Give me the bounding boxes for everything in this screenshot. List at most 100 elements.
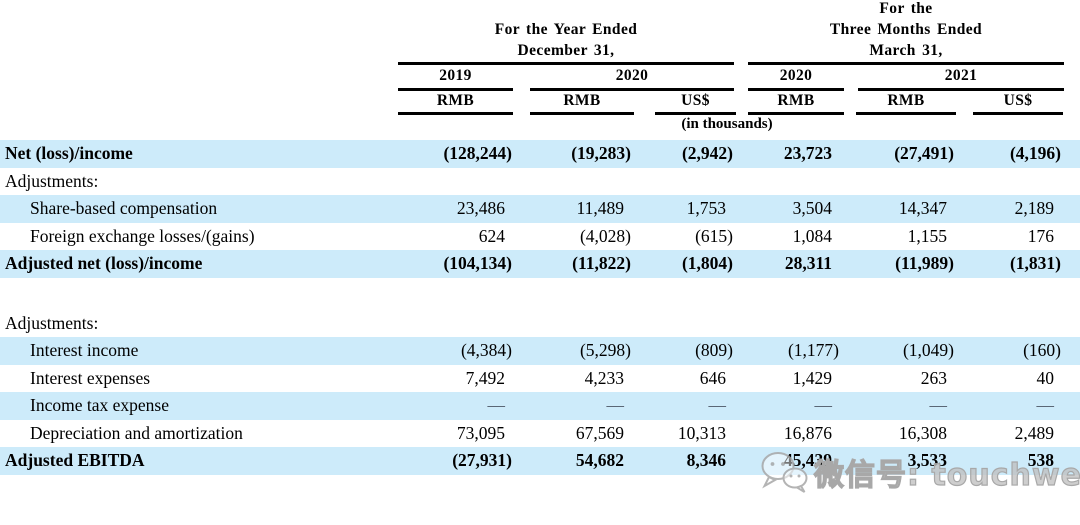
cell-2020-usd: 8,346 xyxy=(686,450,726,471)
currency-rule-2 xyxy=(530,112,634,115)
group1-rule xyxy=(398,62,734,65)
table-row-share-based-compensation: Share-based compensation 23,486 11,489 1… xyxy=(0,195,1080,223)
units-note: (in thousands) xyxy=(681,116,773,132)
cell-q1-2021-usd: 538 xyxy=(1027,450,1054,471)
cell-2019-rmb: (27,931) xyxy=(452,450,512,471)
currency-col-rmb-3: RMB xyxy=(777,92,815,109)
cell-2019-rmb: 73,095 xyxy=(456,422,505,443)
cell-q1-2021-usd: 176 xyxy=(1027,225,1054,246)
group1-title-line2: December 31, xyxy=(517,42,615,59)
cell-2020-usd: (2,942) xyxy=(681,143,733,164)
section-label: Adjustments: xyxy=(5,312,99,333)
cell-2020-usd: (809) xyxy=(695,340,733,361)
cell-2020-rmb: (11,822) xyxy=(572,253,631,274)
cell-2020-usd: 1,753 xyxy=(686,198,726,219)
cell-q1-2021-rmb: 16,308 xyxy=(898,422,947,443)
cell-q1-2021-rmb: (27,491) xyxy=(894,143,954,164)
cell-q1-2020-rmb: 1,084 xyxy=(792,225,832,246)
cell-q1-2021-usd: 40 xyxy=(1036,367,1055,388)
year-rule-2020-q1 xyxy=(748,88,844,91)
currency-col-rmb-1: RMB xyxy=(436,92,475,109)
table-row-foreign-exchange: Foreign exchange losses/(gains) 624 (4,0… xyxy=(0,223,1080,251)
cell-2020-rmb: (4,028) xyxy=(579,225,631,246)
currency-rule-4 xyxy=(748,112,844,115)
cell-q1-2021-rmb: 14,347 xyxy=(898,198,947,219)
currency-rule-1 xyxy=(398,112,513,115)
section-label: Adjustments: xyxy=(5,170,99,191)
year-col-2021-q1: 2021 xyxy=(944,67,978,84)
cell-2019-rmb: 23,486 xyxy=(456,198,505,219)
cell-2019-rmb: (128,244) xyxy=(443,143,512,164)
table-row-net-loss-income: Net (loss)/income (128,244) (19,283) (2,… xyxy=(0,140,1080,168)
table-row-interest-expenses: Interest expenses 7,492 4,233 646 1,429 … xyxy=(0,365,1080,393)
cell-2020-rmb: — xyxy=(606,395,625,416)
cell-2020-usd: — xyxy=(708,395,727,416)
cell-q1-2021-usd: (160) xyxy=(1023,340,1061,361)
cell-2020-usd: (1,804) xyxy=(681,253,733,274)
cell-q1-2020-rmb: (1,177) xyxy=(787,340,839,361)
group2-title-line2: Three Months Ended xyxy=(829,21,983,38)
cell-q1-2021-rmb: (11,989) xyxy=(895,253,954,274)
cell-q1-2020-rmb: 45,439 xyxy=(783,450,832,471)
cell-2019-rmb: (104,134) xyxy=(443,253,512,274)
group-header-year-ended: For the Year Ended December 31, xyxy=(398,19,734,61)
group1-title-line1: For the Year Ended xyxy=(494,21,638,38)
cell-2020-usd: 646 xyxy=(699,367,726,388)
currency-col-rmb-2: RMB xyxy=(563,92,601,109)
currency-rule-6 xyxy=(973,112,1063,115)
row-label: Share-based compensation xyxy=(30,198,218,219)
currency-col-usd-1: US$ xyxy=(681,92,710,109)
cell-q1-2021-usd: 2,489 xyxy=(1014,422,1054,443)
row-label: Net (loss)/income xyxy=(5,143,133,164)
cell-2019-rmb: 624 xyxy=(478,225,505,246)
table-row-adjustments-1: Adjustments: xyxy=(0,168,1080,196)
cell-q1-2020-rmb: 3,504 xyxy=(792,198,832,219)
cell-q1-2021-rmb: 1,155 xyxy=(907,225,947,246)
cell-2020-usd: (615) xyxy=(695,225,733,246)
year-col-2020-q1: 2020 xyxy=(779,67,813,84)
currency-col-usd-2: US$ xyxy=(1003,92,1033,109)
cell-2020-usd: 10,313 xyxy=(677,422,726,443)
year-col-2019: 2019 xyxy=(439,67,472,84)
row-label: Foreign exchange losses/(gains) xyxy=(30,225,255,246)
row-spacer xyxy=(0,278,1080,310)
group2-title-line3: March 31, xyxy=(869,42,943,59)
cell-2019-rmb: 7,492 xyxy=(465,367,505,388)
cell-q1-2020-rmb: 1,429 xyxy=(792,367,832,388)
cell-q1-2020-rmb: — xyxy=(814,395,833,416)
cell-q1-2020-rmb: 23,723 xyxy=(783,143,832,164)
cell-q1-2021-rmb: — xyxy=(929,395,948,416)
cell-2020-rmb: 11,489 xyxy=(576,198,624,219)
table-row-depreciation-amortization: Depreciation and amortization 73,095 67,… xyxy=(0,420,1080,448)
row-label: Adjusted EBITDA xyxy=(5,450,145,471)
currency-rule-5 xyxy=(856,112,956,115)
cell-2020-rmb: 4,233 xyxy=(584,367,624,388)
year-col-2020: 2020 xyxy=(615,67,649,84)
cell-2020-rmb: (5,298) xyxy=(579,340,631,361)
year-rule-2019 xyxy=(398,88,513,91)
cell-q1-2021-usd: (4,196) xyxy=(1009,143,1061,164)
table-row-adjustments-2: Adjustments: xyxy=(0,310,1080,338)
cell-2020-rmb: 54,682 xyxy=(575,450,624,471)
row-label: Adjusted net (loss)/income xyxy=(5,253,203,274)
cell-2020-rmb: (19,283) xyxy=(571,143,631,164)
table-header: For the Year Ended December 31, For the … xyxy=(0,0,1080,140)
currency-rule-3 xyxy=(655,112,736,115)
row-label: Interest income xyxy=(30,340,139,361)
row-label: Depreciation and amortization xyxy=(30,422,243,443)
row-label: Income tax expense xyxy=(30,395,169,416)
table-row-adjusted-ebitda: Adjusted EBITDA (27,931) 54,682 8,346 45… xyxy=(0,447,1080,475)
table-row-adjusted-net-loss-income: Adjusted net (loss)/income (104,134) (11… xyxy=(0,250,1080,278)
table-row-income-tax-expense: Income tax expense — — — — — — xyxy=(0,392,1080,420)
row-label: Interest expenses xyxy=(30,367,151,388)
cell-2019-rmb: (4,384) xyxy=(460,340,512,361)
cell-2019-rmb: — xyxy=(487,395,506,416)
cell-q1-2021-rmb: (1,049) xyxy=(902,340,954,361)
cell-q1-2021-rmb: 263 xyxy=(920,367,947,388)
cell-q1-2021-rmb: 3,533 xyxy=(907,450,947,471)
cell-q1-2020-rmb: 28,311 xyxy=(784,253,832,274)
group-header-three-months: For the Three Months Ended March 31, xyxy=(748,0,1064,61)
cell-q1-2020-rmb: 16,876 xyxy=(783,422,832,443)
cell-q1-2021-usd: — xyxy=(1036,395,1055,416)
